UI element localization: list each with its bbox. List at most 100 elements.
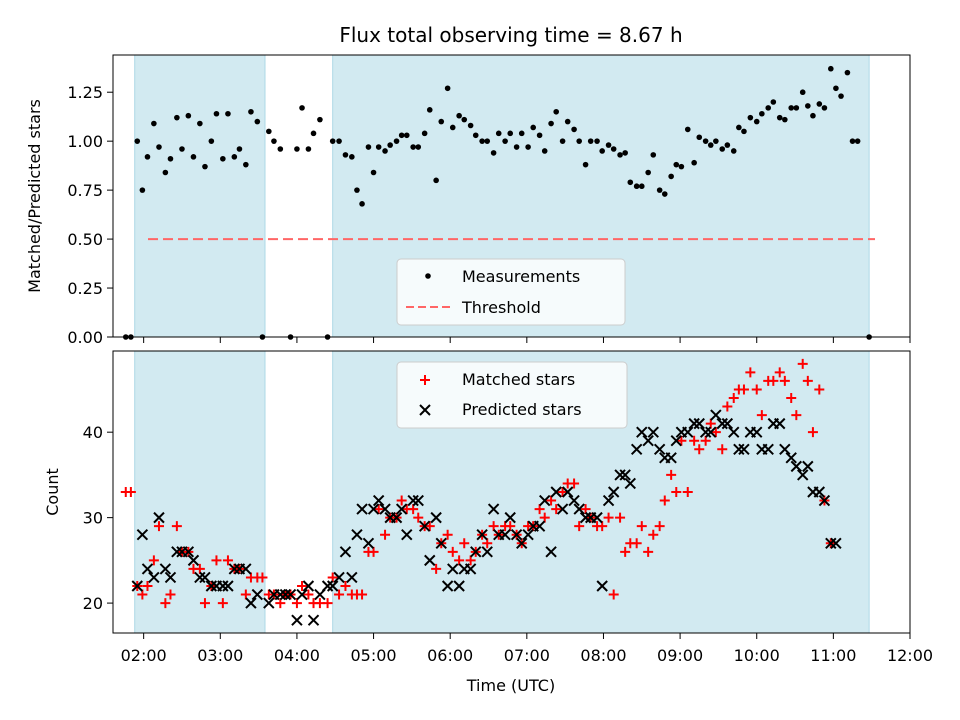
predicted-star-point xyxy=(591,511,603,524)
predicted-star-point xyxy=(699,426,712,438)
matched-star-point xyxy=(654,521,665,532)
matched-star-point xyxy=(631,538,642,549)
count-points xyxy=(120,358,842,626)
measurement-point xyxy=(248,108,254,115)
x-axis-label: Time (UTC) xyxy=(466,676,555,695)
predicted-star-point xyxy=(545,546,557,558)
matched-star-point xyxy=(666,469,677,480)
measurement-point xyxy=(317,116,323,123)
predicted-star-point xyxy=(813,486,826,498)
measurement-point xyxy=(633,183,640,190)
predicted-star-point xyxy=(688,417,700,430)
measurement-point xyxy=(202,163,208,170)
measurement-point xyxy=(844,69,851,76)
predicted-star-point xyxy=(762,443,774,455)
measurement-point xyxy=(525,144,531,150)
measurement-point xyxy=(753,118,760,125)
predicted-star-point xyxy=(642,435,654,447)
predicted-star-point xyxy=(636,426,648,438)
predicted-star-point xyxy=(682,426,694,438)
predicted-star-point xyxy=(291,614,303,626)
measurement-point xyxy=(838,93,844,99)
xtick-label: 08:00 xyxy=(580,646,626,665)
predicted-star-point xyxy=(721,417,734,430)
predicted-star-point xyxy=(774,417,786,430)
predicted-star-point xyxy=(653,443,666,455)
predicted-star-point xyxy=(302,580,315,592)
predicted-star-point xyxy=(251,588,264,601)
bottom-y-axis-label: Count xyxy=(43,468,62,516)
measurement-point xyxy=(765,105,772,111)
measurement-point xyxy=(266,128,272,135)
predicted-star-point xyxy=(716,417,728,430)
matched-star-point xyxy=(137,589,148,600)
matched-star-point xyxy=(257,572,268,583)
predicted-star-point xyxy=(751,426,763,438)
measurement-point xyxy=(678,163,685,170)
matched-star-point xyxy=(551,504,562,515)
bottom-ytick-label: 40 xyxy=(83,423,103,442)
matched-star-point xyxy=(751,384,762,395)
measurement-point xyxy=(854,138,861,144)
predicted-star-point xyxy=(487,503,500,515)
predicted-star-point xyxy=(556,503,569,515)
measurement-point xyxy=(713,138,719,144)
top-ytick-label: 0.00 xyxy=(67,328,103,347)
predicted-star-point xyxy=(395,503,408,515)
top-ytick-label: 1.25 xyxy=(67,83,103,102)
matched-star-point xyxy=(802,375,813,386)
matched-star-point xyxy=(756,410,767,421)
measurement-point xyxy=(833,85,839,92)
measurement-point xyxy=(387,142,393,148)
matched-star-point xyxy=(705,418,716,429)
predicted-star-point xyxy=(182,546,195,558)
measurement-point xyxy=(782,116,788,123)
predicted-star-point xyxy=(624,477,636,490)
predicted-star-point xyxy=(738,443,750,455)
matched-star-point xyxy=(768,375,779,386)
measurement-point xyxy=(461,116,468,123)
predicted-star-point xyxy=(504,511,516,524)
measurement-point xyxy=(627,179,634,186)
measurement-point xyxy=(410,144,416,150)
matched-star-point xyxy=(814,384,825,395)
legend-measurements-label: Measurements xyxy=(462,267,580,286)
matched-star-point xyxy=(574,521,585,532)
predicted-star-point xyxy=(619,469,631,481)
measurement-point xyxy=(225,110,231,117)
predicted-star-point xyxy=(670,435,682,447)
predicted-star-point xyxy=(333,571,345,584)
predicted-star-point xyxy=(481,546,493,558)
top-title: Flux total observing time = 8.67 h xyxy=(339,23,682,47)
measurement-point xyxy=(730,148,737,154)
matched-star-point xyxy=(148,555,159,566)
measurement-point xyxy=(736,124,742,131)
xtick-label: 02:00 xyxy=(121,646,167,665)
predicted-star-point xyxy=(533,520,546,532)
measurement-point xyxy=(696,134,703,141)
top-ytick-label: 0.50 xyxy=(67,230,103,249)
predicted-star-point xyxy=(539,494,551,507)
matched-star-point xyxy=(620,546,631,557)
xtick-label: 12:00 xyxy=(887,646,933,665)
measurement-point xyxy=(553,108,560,115)
measurement-point xyxy=(702,138,709,144)
measurement-point xyxy=(495,130,502,137)
predicted-star-point xyxy=(296,588,308,601)
matched-star-point xyxy=(597,521,608,532)
measurement-point xyxy=(684,126,691,133)
predicted-star-point xyxy=(430,511,442,524)
measurement-point xyxy=(724,142,731,148)
matched-star-point xyxy=(557,487,568,497)
measurement-point xyxy=(707,142,714,148)
top-ytick-label: 0.75 xyxy=(67,181,103,200)
legend-predicted-marker xyxy=(419,404,431,416)
predicted-star-point xyxy=(407,494,419,507)
predicted-star-point xyxy=(550,486,562,498)
predicted-star-point xyxy=(171,546,183,558)
legend-predicted-label: Predicted stars xyxy=(462,400,582,419)
measurement-point xyxy=(536,132,543,139)
measurement-point xyxy=(134,138,141,144)
measurement-point xyxy=(799,89,806,96)
matched-star-point xyxy=(396,495,407,506)
